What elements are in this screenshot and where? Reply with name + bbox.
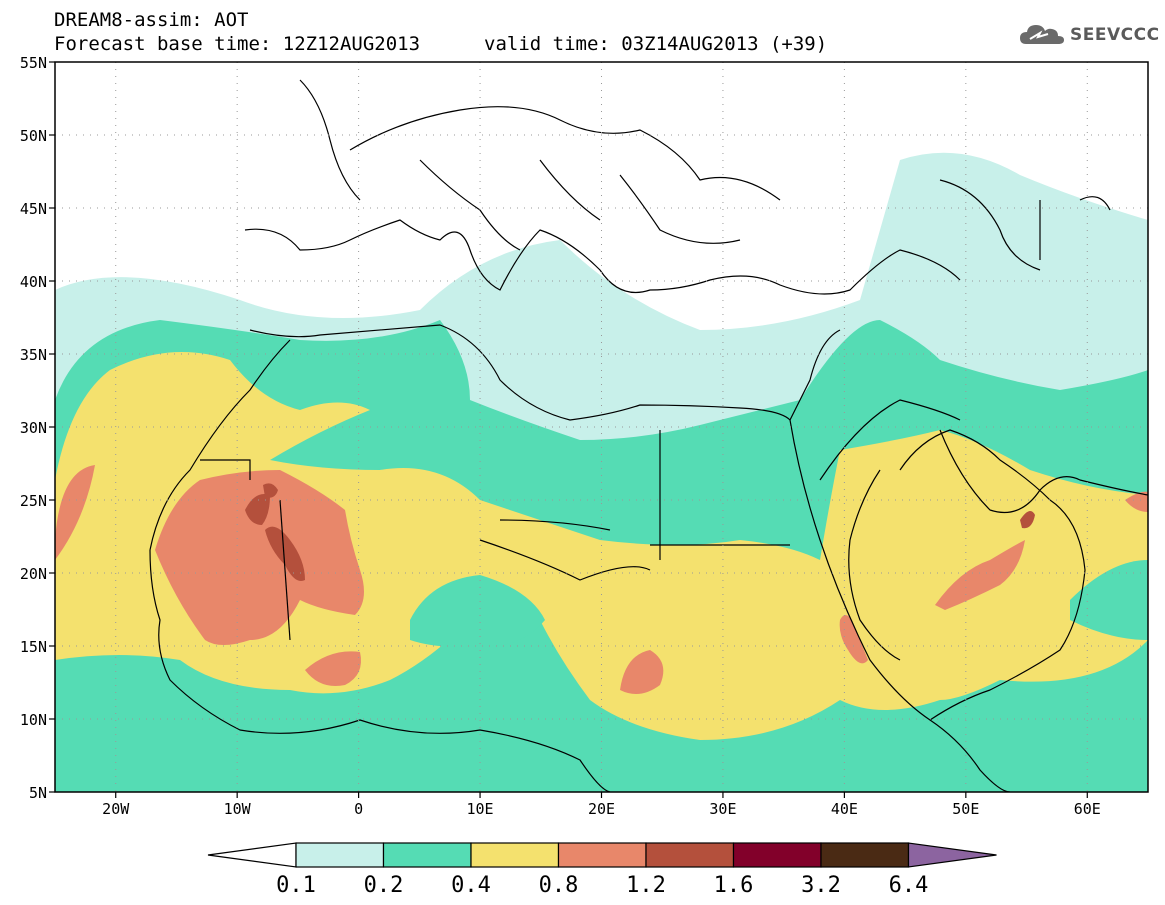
aot-band-0.8 bbox=[935, 540, 1025, 610]
lon-tick-label: 20E bbox=[588, 800, 615, 818]
lat-tick-label: 45N bbox=[20, 200, 47, 218]
colorbar-level-label: 0.1 bbox=[276, 873, 316, 898]
forecast-base-time: Forecast base time: 12Z12AUG2013 bbox=[54, 33, 421, 55]
colorbar-level-label: 0.8 bbox=[538, 873, 579, 898]
lon-tick-label: 10W bbox=[224, 800, 252, 818]
logo-text: SEEVCCC bbox=[1070, 25, 1160, 45]
colorbar-level-label: 3.2 bbox=[801, 873, 841, 898]
logo: SEEVCCC bbox=[1018, 22, 1160, 48]
aot-band-0.2-patch bbox=[1070, 560, 1148, 640]
lon-tick-label: 0 bbox=[354, 800, 363, 818]
colorbar-segment bbox=[732, 842, 822, 868]
coastlines bbox=[149, 79, 1148, 792]
colorbar-over-arrow bbox=[907, 842, 997, 868]
colorbar-level-label: 6.4 bbox=[888, 873, 929, 898]
colorbar-level-label: 0.2 bbox=[363, 873, 404, 898]
aot-band-0.8 bbox=[305, 651, 361, 686]
lat-tick-label: 50N bbox=[20, 127, 47, 145]
aot-band-0.8 bbox=[155, 470, 364, 645]
aot-band-0.8 bbox=[55, 465, 95, 560]
colorbar-under-arrow bbox=[207, 842, 297, 868]
map-axes: 5N 10N 15N 20N 25N 30N 35N 40N 45N 50N 55N 20W 10W 0 1… bbox=[20, 54, 1101, 818]
lon-tick-label: 40E bbox=[831, 800, 858, 818]
lon-tick-label: 30E bbox=[709, 800, 736, 818]
colorbar-level-label: 1.6 bbox=[713, 873, 754, 898]
lat-tick-label: 20N bbox=[20, 565, 47, 583]
lon-tick-label: 10E bbox=[467, 800, 494, 818]
lon-tick-label: 50E bbox=[952, 800, 979, 818]
lat-tick-label: 30N bbox=[20, 419, 47, 437]
aot-band-1.2 bbox=[245, 494, 270, 525]
cloud-icon bbox=[1020, 25, 1064, 44]
aot-band-0.8 bbox=[839, 615, 868, 664]
colorbar-level-label: 1.2 bbox=[626, 873, 666, 898]
aot-band-0.8 bbox=[620, 650, 664, 694]
aot-band-0.2-patch bbox=[410, 575, 545, 647]
colorbar-segment bbox=[557, 842, 647, 868]
colorbar-segment bbox=[382, 842, 472, 868]
valid-time: valid time: 03Z14AUG2013 (+39) bbox=[484, 33, 828, 55]
colorbar-level-label: 0.4 bbox=[451, 873, 491, 898]
colorbar-segment bbox=[820, 842, 910, 868]
lat-tick-label: 25N bbox=[20, 492, 47, 510]
colorbar-segment bbox=[470, 842, 560, 868]
lat-tick-label: 15N bbox=[20, 638, 47, 656]
colorbar bbox=[207, 842, 997, 868]
lat-tick-label: 55N bbox=[20, 54, 47, 72]
lon-tick-label: 60E bbox=[1074, 800, 1101, 818]
lat-tick-label: 40N bbox=[20, 273, 47, 291]
aot-field bbox=[55, 152, 1148, 792]
aot-band-1.2 bbox=[1020, 511, 1035, 529]
aot-band-1.2 bbox=[265, 526, 305, 581]
aot-band-1.2 bbox=[263, 483, 278, 498]
colorbar-segment bbox=[295, 842, 385, 868]
lat-tick-label: 35N bbox=[20, 346, 47, 364]
aot-band-0.8 bbox=[1125, 491, 1148, 512]
map-title: DREAM8-assim: AOT bbox=[54, 9, 249, 31]
lat-tick-label: 10N bbox=[20, 711, 47, 729]
gridlines bbox=[55, 62, 1148, 792]
colorbar-segment bbox=[645, 842, 735, 868]
lon-tick-label: 20W bbox=[102, 800, 130, 818]
lat-tick-label: 5N bbox=[29, 784, 47, 802]
